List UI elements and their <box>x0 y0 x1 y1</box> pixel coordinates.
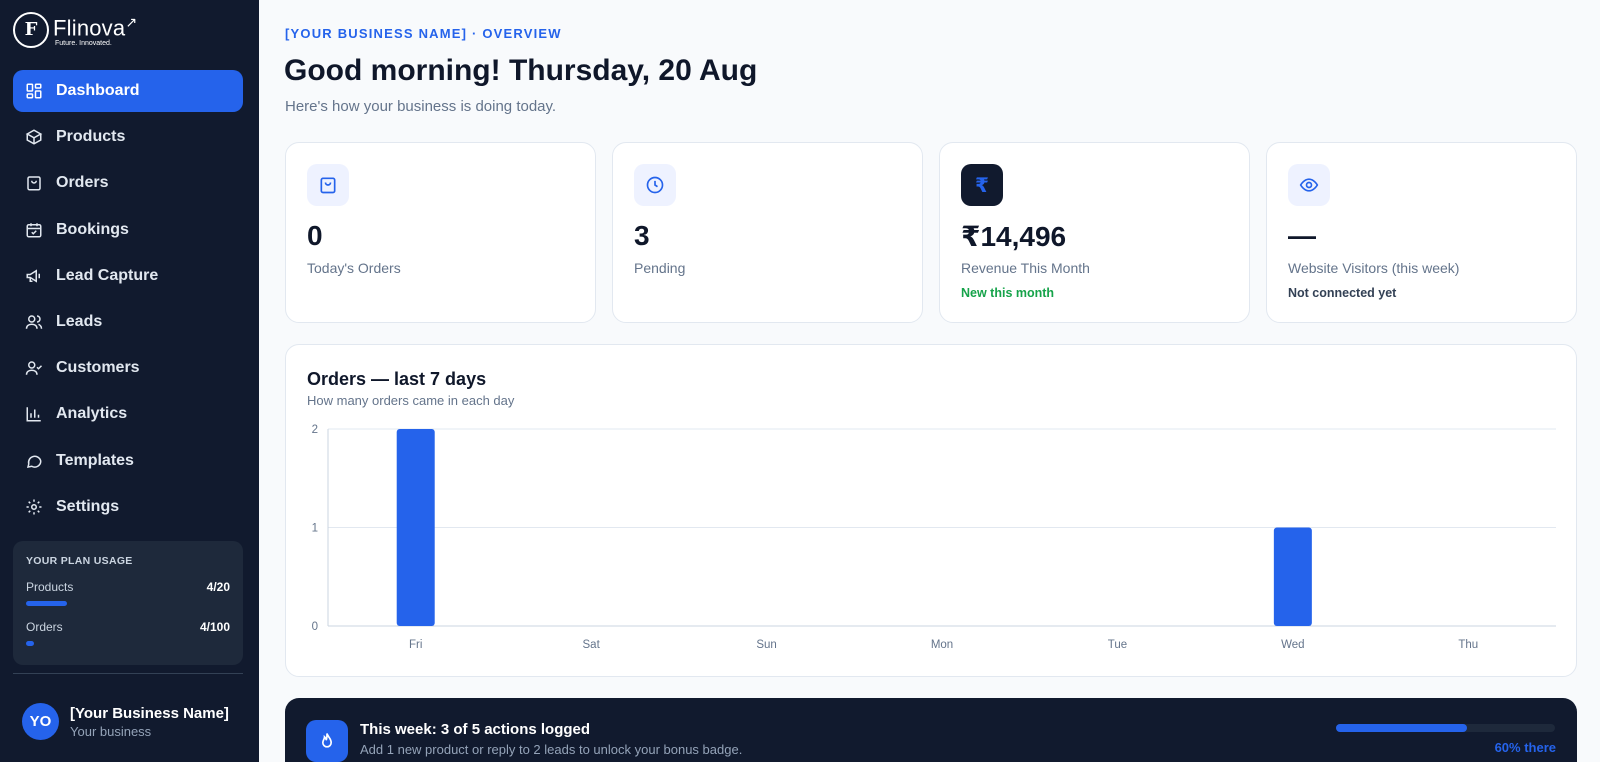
bag-icon <box>25 174 43 192</box>
stat-label: Revenue This Month <box>961 260 1090 276</box>
brand-logo[interactable]: F Flinova↗ Future. Innovated. <box>13 11 137 48</box>
weekly-progress-bar <box>1336 724 1555 732</box>
sidebar-item-label: Settings <box>56 497 120 515</box>
sidebar: F Flinova↗ Future. Innovated. Dashboard … <box>0 0 259 762</box>
chart-x-tick-label: Wed <box>1281 639 1304 651</box>
chart-x-tick-label: Thu <box>1458 639 1478 651</box>
plan-products-fill <box>26 601 67 606</box>
brand-tagline: Future. Innovated. <box>55 40 112 48</box>
sidebar-item-label: Leads <box>56 312 103 330</box>
stat-note: New this month <box>961 286 1055 300</box>
megaphone-icon <box>25 267 43 285</box>
box-icon <box>25 128 43 146</box>
chart-subtitle: How many orders came in each day <box>307 393 515 408</box>
bag-icon <box>307 164 349 206</box>
page-title: Good morning! Thursday, 20 Aug <box>284 54 758 87</box>
stat-card-revenue[interactable]: ₹ ₹14,496 Revenue This Month New this mo… <box>939 142 1250 323</box>
weekly-progress-banner: This week: 3 of 5 actions logged Add 1 n… <box>285 698 1577 762</box>
plan-orders-value: 4/100 <box>199 620 230 634</box>
logo-mark: F <box>13 11 49 48</box>
plan-orders-label: Orders <box>26 620 63 634</box>
sidebar-item-customers[interactable]: Customers <box>13 347 243 389</box>
clock-icon <box>634 164 676 206</box>
orders-chart-card: Orders — last 7 days How many orders cam… <box>285 344 1577 677</box>
chart-x-tick-label: Sat <box>583 639 601 651</box>
chart-bar[interactable] <box>396 429 435 626</box>
stat-card-pending[interactable]: 3 Pending <box>612 142 923 323</box>
chart-y-tick-label: 0 <box>312 621 318 633</box>
weekly-progress-fill <box>1336 724 1468 732</box>
profile-name: [Your Business Name] <box>70 704 229 722</box>
weekly-progress-subtitle: Add 1 new product or reply to 2 leads to… <box>360 742 743 757</box>
eye-icon <box>1288 164 1330 206</box>
rupee-icon: ₹ <box>961 164 1003 206</box>
chart-bar[interactable] <box>1273 527 1312 627</box>
stat-value: 0 <box>307 220 323 251</box>
calendar-check-icon <box>25 221 43 239</box>
chart-y-tick-label: 2 <box>312 424 318 436</box>
sidebar-item-lead-capture[interactable]: Lead Capture <box>13 255 243 297</box>
stat-card-visitors[interactable]: — Website Visitors (this week) Not conne… <box>1266 142 1577 323</box>
plan-orders-bar <box>26 641 230 646</box>
plan-usage-title: YOUR PLAN USAGE <box>26 555 133 567</box>
chart-x-tick-label: Sun <box>756 639 776 651</box>
plan-products-label: Products <box>26 580 74 594</box>
stat-note: Not connected yet <box>1288 286 1397 300</box>
stat-value: 3 <box>634 220 650 251</box>
page-subtitle: Here's how your business is doing today. <box>285 98 557 115</box>
sidebar-item-settings[interactable]: Settings <box>13 486 243 528</box>
sidebar-item-label: Orders <box>56 174 109 192</box>
stat-value: ₹14,496 <box>961 221 1067 252</box>
sidebar-item-label: Customers <box>56 359 140 377</box>
plan-usage-card: YOUR PLAN USAGE Products 4/20 Orders 4/1… <box>13 541 243 665</box>
orders-bar-chart: 0 1 2 Fri Sat Sun Mon Tue Wed Thu <box>312 424 1556 651</box>
chart-title: Orders — last 7 days <box>307 369 487 389</box>
sidebar-item-analytics[interactable]: Analytics <box>13 393 243 435</box>
sidebar-nav: Dashboard Products Orders Bookings Lead … <box>13 70 243 532</box>
stat-value: — <box>1288 220 1316 251</box>
sidebar-divider <box>13 673 243 674</box>
plan-orders-fill <box>26 641 35 646</box>
sidebar-item-orders[interactable]: Orders <box>13 162 243 204</box>
sidebar-item-label: Lead Capture <box>56 266 159 284</box>
dashboard-icon <box>25 82 43 100</box>
profile-subtitle: Your business <box>70 723 152 739</box>
sidebar-item-dashboard[interactable]: Dashboard <box>13 70 243 112</box>
plan-products-bar <box>26 601 230 606</box>
sidebar-item-label: Analytics <box>56 405 128 423</box>
chart-x-tick-label: Tue <box>1108 639 1127 651</box>
stat-label: Website Visitors (this week) <box>1288 260 1460 276</box>
sidebar-item-leads[interactable]: Leads <box>13 301 243 343</box>
stat-label: Today's Orders <box>307 260 401 276</box>
user-check-icon <box>25 359 43 377</box>
chart-x-tick-label: Mon <box>931 639 953 651</box>
sidebar-item-label: Products <box>56 128 126 146</box>
flame-icon <box>306 720 348 762</box>
page-overline: [YOUR BUSINESS NAME] · OVERVIEW <box>285 26 562 41</box>
sidebar-item-label: Bookings <box>56 220 129 238</box>
plan-products-value: 4/20 <box>206 580 230 594</box>
weekly-progress-label: 60% there <box>1494 740 1556 755</box>
stat-label: Pending <box>634 260 686 276</box>
gear-icon <box>25 498 43 516</box>
sidebar-item-products[interactable]: Products <box>13 116 243 158</box>
bar-chart-icon <box>25 405 43 423</box>
sidebar-item-bookings[interactable]: Bookings <box>13 209 243 251</box>
users-icon <box>25 313 43 331</box>
stat-card-todays-orders[interactable]: 0 Today's Orders <box>285 142 596 323</box>
profile-menu[interactable]: YO [Your Business Name] Your business <box>22 703 229 740</box>
sidebar-item-label: Templates <box>56 451 134 469</box>
chart-y-tick-label: 1 <box>312 523 318 535</box>
brand-name: Flinova↗ <box>53 14 138 41</box>
sidebar-item-templates[interactable]: Templates <box>13 440 243 482</box>
chart-x-tick-label: Fri <box>409 639 422 651</box>
avatar: YO <box>22 703 59 740</box>
weekly-progress-title: This week: 3 of 5 actions logged <box>360 721 591 738</box>
chat-bubble-icon <box>25 452 43 470</box>
sidebar-item-label: Dashboard <box>56 82 140 99</box>
